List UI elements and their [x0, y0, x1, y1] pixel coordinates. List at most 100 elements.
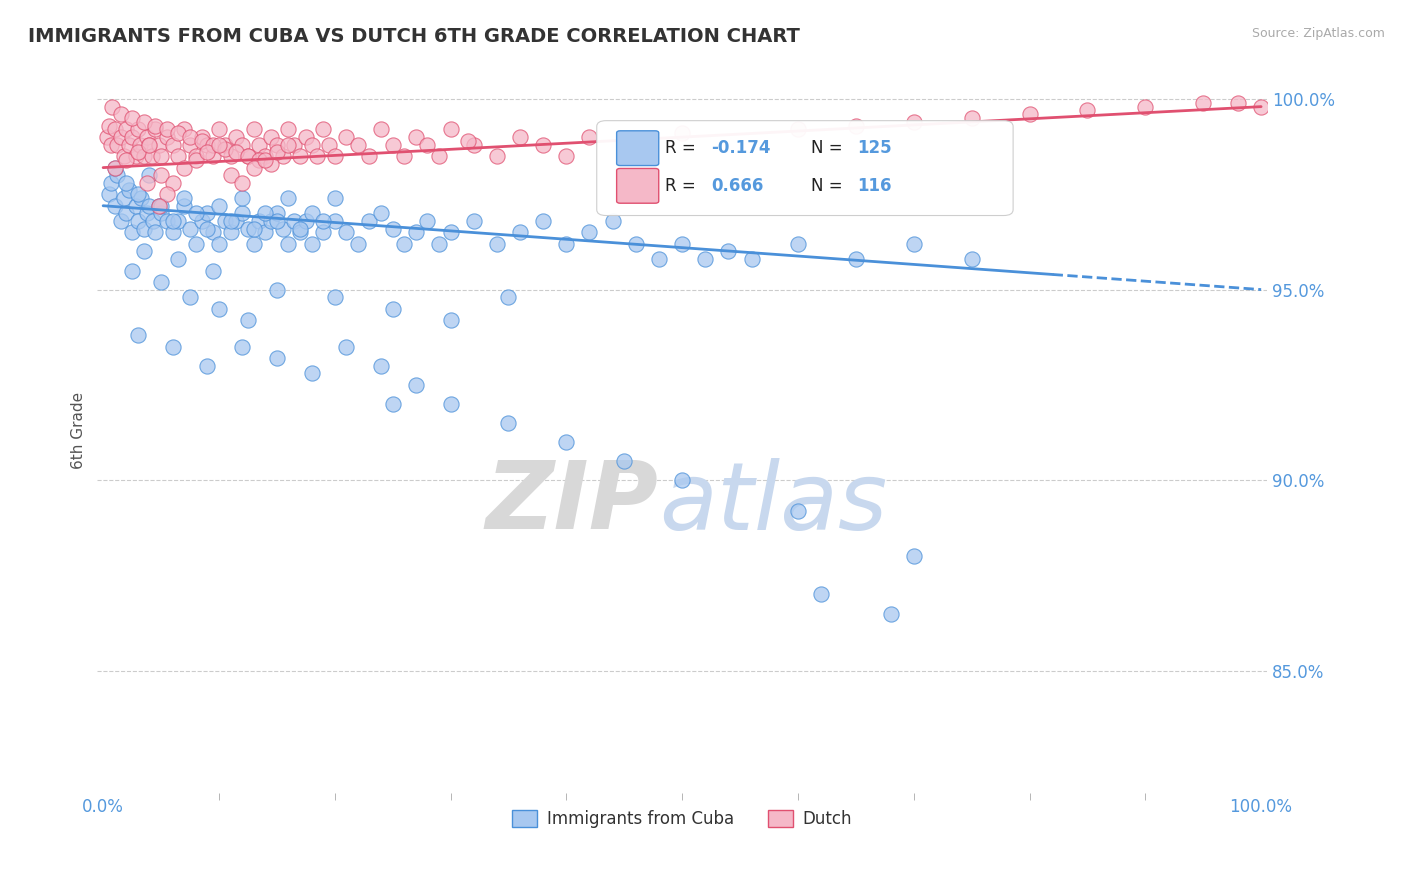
Point [225, 214, 247, 228]
Point [277, 191, 299, 205]
Point [301, 236, 323, 251]
Point [903, 115, 925, 129]
Point [195, 145, 218, 160]
Point [136, 206, 159, 220]
Point [787, 236, 810, 251]
Point [138, 137, 160, 152]
Point [242, 122, 264, 136]
Point [162, 226, 184, 240]
Text: ZIP: ZIP [486, 457, 659, 549]
Point [405, 130, 427, 145]
Point [236, 149, 259, 163]
Point [184, 206, 207, 220]
Point [195, 137, 218, 152]
Point [101, 100, 124, 114]
Point [392, 149, 415, 163]
Point [370, 206, 392, 220]
Point [156, 187, 179, 202]
Point [195, 359, 218, 373]
Point [288, 149, 311, 163]
Point [463, 137, 485, 152]
Point [381, 221, 404, 235]
Point [208, 199, 231, 213]
Point [254, 153, 277, 167]
Point [179, 137, 201, 152]
Point [242, 221, 264, 235]
FancyBboxPatch shape [617, 169, 659, 203]
Point [335, 226, 357, 240]
Point [162, 137, 184, 152]
Point [124, 199, 146, 213]
Point [127, 122, 149, 136]
Point [903, 236, 925, 251]
Point [266, 283, 288, 297]
Point [741, 252, 763, 266]
Point [307, 149, 329, 163]
Point [312, 122, 335, 136]
Point [439, 226, 461, 240]
Point [225, 145, 247, 160]
Point [416, 137, 439, 152]
Point [439, 397, 461, 411]
Point [202, 226, 225, 240]
Point [359, 214, 381, 228]
Point [129, 137, 152, 152]
Point [132, 115, 155, 129]
Point [578, 130, 600, 145]
Point [156, 214, 179, 228]
Point [845, 252, 868, 266]
Point [173, 122, 195, 136]
Point [100, 137, 122, 152]
Point [195, 221, 218, 235]
Point [1250, 100, 1272, 114]
Point [150, 199, 173, 213]
Point [787, 122, 810, 136]
Point [695, 252, 717, 266]
Point [184, 153, 207, 167]
Point [301, 367, 323, 381]
Text: 116: 116 [858, 177, 891, 194]
Point [231, 191, 253, 205]
Point [132, 221, 155, 235]
Point [173, 161, 195, 175]
Point [96, 130, 118, 145]
Point [427, 236, 450, 251]
Point [347, 137, 370, 152]
Point [231, 340, 253, 354]
Point [288, 221, 311, 235]
Legend: Immigrants from Cuba, Dutch: Immigrants from Cuba, Dutch [506, 804, 859, 835]
Point [127, 328, 149, 343]
Point [283, 137, 305, 152]
Point [179, 290, 201, 304]
Point [219, 149, 242, 163]
Point [613, 454, 636, 468]
Point [294, 130, 316, 145]
Point [845, 119, 868, 133]
Point [110, 107, 132, 121]
Point [208, 122, 231, 136]
Point [1192, 95, 1215, 110]
Point [127, 145, 149, 160]
Point [242, 236, 264, 251]
Point [381, 301, 404, 316]
Point [648, 252, 671, 266]
Point [370, 359, 392, 373]
Point [117, 137, 139, 152]
Point [208, 236, 231, 251]
Point [370, 122, 392, 136]
Point [141, 149, 163, 163]
Point [555, 149, 578, 163]
Point [184, 236, 207, 251]
Point [179, 221, 201, 235]
Point [301, 137, 323, 152]
Point [1018, 107, 1040, 121]
Point [156, 130, 179, 145]
Point [555, 236, 578, 251]
Point [173, 191, 195, 205]
FancyBboxPatch shape [617, 131, 659, 166]
Point [115, 153, 138, 167]
Y-axis label: 6th Grade: 6th Grade [72, 392, 86, 469]
Text: Source: ZipAtlas.com: Source: ZipAtlas.com [1251, 27, 1385, 40]
Point [381, 397, 404, 411]
Point [162, 214, 184, 228]
